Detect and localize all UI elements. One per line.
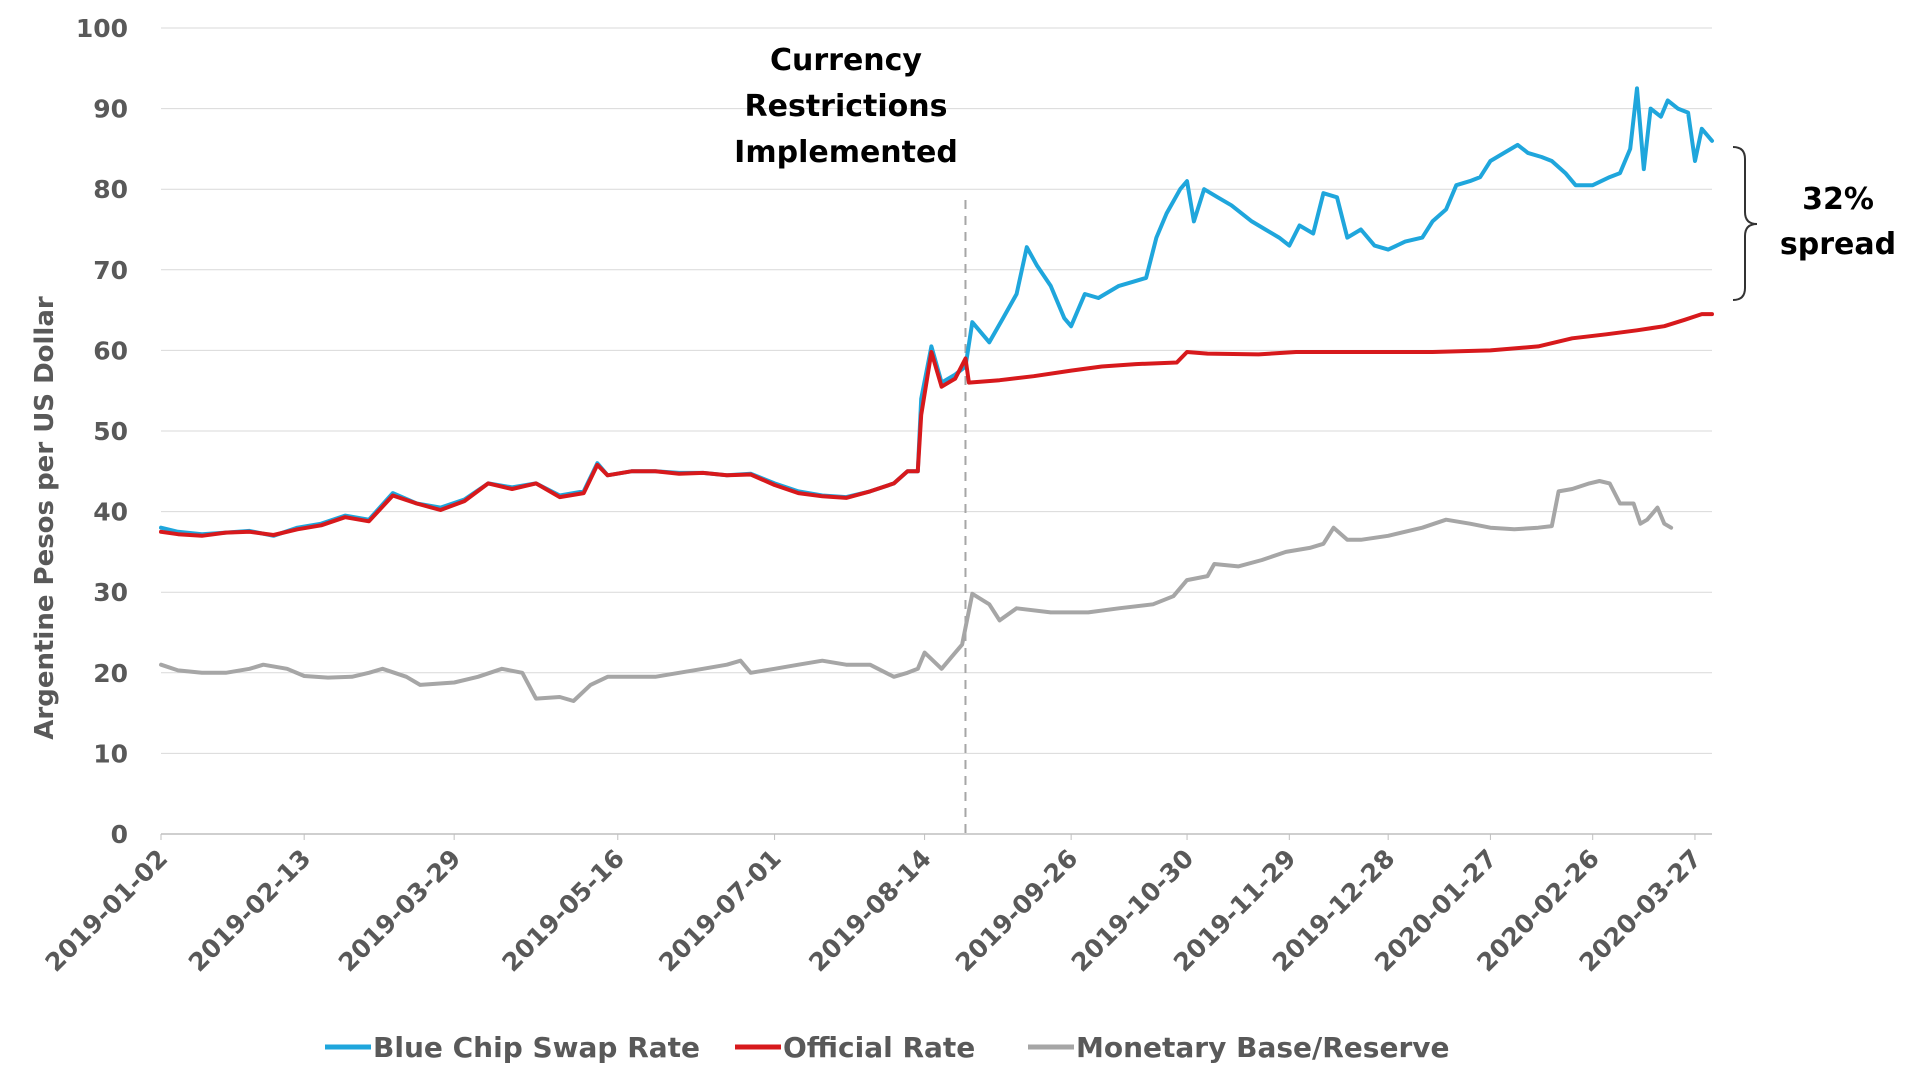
event-annotation-line-3: Implemented bbox=[734, 135, 958, 170]
event-annotation-line-2: Restrictions bbox=[745, 89, 948, 124]
legend: Blue Chip Swap Rate Official Rate Monetary… bbox=[325, 1031, 1450, 1064]
x-tick-label: 2019-02-13 bbox=[183, 844, 317, 978]
spread-annotation-line-2: spread bbox=[1780, 227, 1896, 262]
y-tick-label: 50 bbox=[93, 417, 128, 446]
y-tick-label: 20 bbox=[93, 659, 128, 688]
legend-label-official-rate: Official Rate bbox=[783, 1031, 975, 1064]
y-tick-label: 60 bbox=[93, 336, 128, 365]
legend-label-monetary-base-reserve: Monetary Base/Reserve bbox=[1076, 1031, 1450, 1064]
y-tick-label: 80 bbox=[93, 175, 128, 204]
series-lines bbox=[159, 86, 1714, 703]
legend-label-blue-chip-swap-rate: Blue Chip Swap Rate bbox=[373, 1031, 700, 1064]
y-axis-label: Argentine Pesos per US Dollar bbox=[30, 296, 60, 740]
y-axis: 0 10 20 30 40 50 60 70 80 90 100 bbox=[76, 14, 128, 849]
y-tick-label: 30 bbox=[93, 578, 128, 607]
x-tick-label: 2019-08-14 bbox=[803, 844, 937, 978]
spread-annotation-line-1: 32% bbox=[1802, 182, 1874, 217]
official-rate-line bbox=[159, 312, 1714, 538]
x-tick-label: 2019-09-26 bbox=[950, 844, 1084, 978]
y-tick-label: 100 bbox=[76, 14, 128, 43]
y-tick-label: 90 bbox=[93, 95, 128, 124]
spread-bracket bbox=[1732, 146, 1758, 301]
monetary-base-reserve-line bbox=[159, 479, 1674, 703]
x-axis: 2019-01-02 2019-02-13 2019-03-29 2019-05-16… bbox=[40, 834, 1707, 978]
x-tick-label: 2019-03-29 bbox=[333, 844, 467, 978]
y-tick-label: 0 bbox=[111, 820, 128, 849]
x-tick-label: 2019-01-02 bbox=[40, 844, 174, 978]
x-tick-label: 2019-05-16 bbox=[496, 844, 630, 978]
event-annotation-line-1: Currency bbox=[770, 43, 922, 78]
gridlines bbox=[161, 27, 1712, 835]
y-tick-label: 70 bbox=[93, 256, 128, 285]
x-tick-label: 2019-07-01 bbox=[653, 844, 787, 978]
y-tick-label: 40 bbox=[93, 498, 128, 527]
y-tick-label: 10 bbox=[93, 739, 128, 768]
